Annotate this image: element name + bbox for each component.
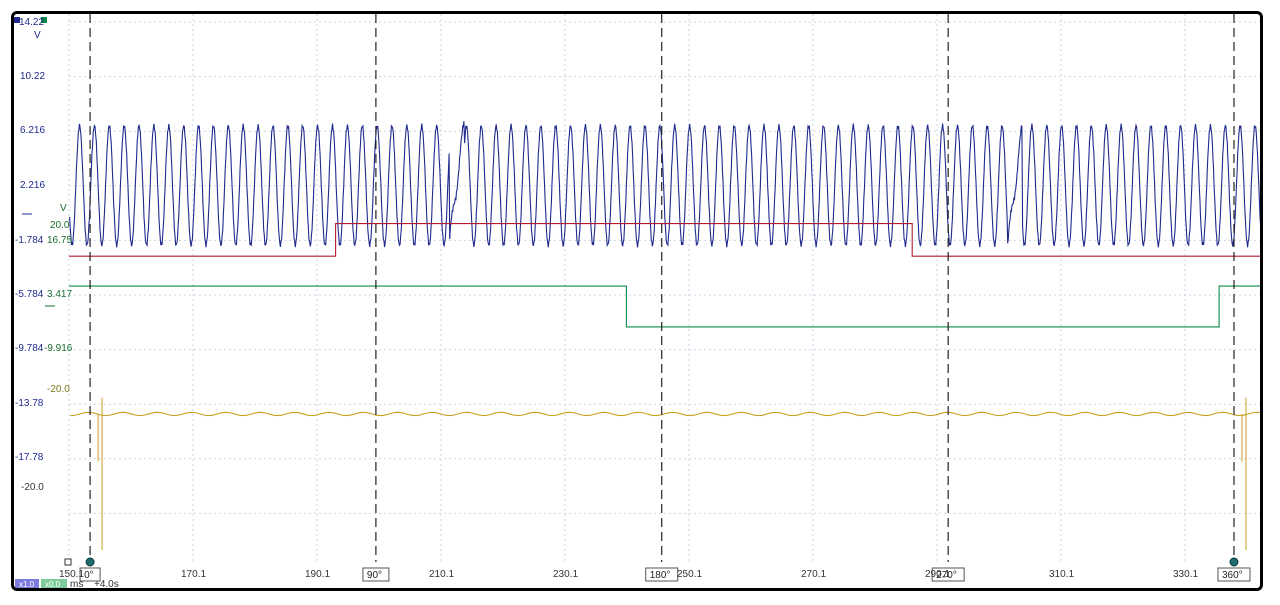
cursor-handle[interactable] (1229, 557, 1239, 567)
scale-a-tick: -13.78 (15, 398, 44, 409)
cursor-label: 270° (936, 570, 957, 581)
time-axis-start-marker[interactable] (64, 558, 72, 566)
scale-c-tick: -20.0 (21, 482, 44, 493)
scale-a-tick: -9.784 (15, 343, 44, 354)
plot-traces (69, 121, 1260, 550)
scale-b-tick: 20.0 (50, 220, 70, 231)
scale-a-tick: -1.784 (15, 235, 44, 246)
cursor-label: 180° (650, 570, 671, 581)
time-axis-tick: 170.1 (181, 569, 206, 580)
time-axis-tick: 310.1 (1049, 569, 1074, 580)
time-axis-tick: 290.1 (925, 569, 950, 580)
cursor-label-box[interactable] (645, 567, 679, 582)
cursor-label-box[interactable] (1217, 567, 1251, 582)
zoom-x-label: x1.0 (19, 580, 35, 588)
time-axis-tick: 190.1 (305, 569, 330, 580)
time-axis-start: 150.1 (59, 569, 84, 580)
cursor-handle[interactable] (85, 557, 95, 567)
time-axis-tick: 210.1 (429, 569, 454, 580)
scale-a-marker[interactable] (14, 17, 20, 23)
scale-b-tick: 3.417 (47, 289, 72, 300)
oscilloscope-frame: 0° 90° 180° 270° 360° 14.22 V 10.22 6.216 2.… (11, 11, 1263, 591)
time-axis-tick: 270.1 (801, 569, 826, 580)
scale-a-tick: 6.216 (20, 125, 45, 136)
scale-a-tick: -5.784 (15, 289, 44, 300)
trace-channel-a (69, 121, 1260, 248)
time-unit: ms (70, 579, 83, 588)
scale-a-tick: -17.78 (15, 452, 44, 463)
scale-c: -20.0 -20.0 (21, 384, 70, 493)
trace-channel-c (69, 285, 1260, 328)
scale-c-tick: -20.0 (47, 384, 70, 395)
cursor-label: 0° (84, 570, 94, 581)
cursor-label-box[interactable] (79, 567, 101, 582)
scale-b-marker[interactable] (41, 17, 47, 23)
footer-bar: x1.0 x0.0 ms +4.0s (15, 579, 119, 588)
scale-b-unit: V (60, 203, 67, 214)
scale-a-unit: V (34, 30, 41, 41)
cursor-label: 360° (1222, 570, 1243, 581)
time-axis-tick: 250.1 (677, 569, 702, 580)
trace-channel-d (70, 411, 1260, 417)
cursor-label-box[interactable] (931, 567, 965, 582)
oscilloscope-plot[interactable]: 0° 90° 180° 270° 360° 14.22 V 10.22 6.216 2.… (14, 14, 1260, 588)
time-axis-tick: 330.1 (1173, 569, 1198, 580)
scale-b-tick: 16.75 (47, 235, 72, 246)
cursor-label-box[interactable] (362, 567, 390, 582)
time-offset: +4.0s (94, 579, 119, 588)
zoom-x-badge[interactable] (15, 579, 39, 588)
scale-a-tick: 14.22 (19, 17, 44, 28)
zoom-y-badge[interactable] (41, 579, 67, 588)
trace-channel-b (69, 223, 1260, 257)
scale-b: V 20.0 16.75 3.417 -9.916 (44, 203, 73, 354)
scale-b-tick: -9.916 (44, 343, 73, 354)
scale-a: 14.22 V 10.22 6.216 2.216 -1.784 -5.784 … (14, 17, 47, 463)
trace-d-spike (1241, 397, 1247, 550)
scale-a-tick: 2.216 (20, 180, 45, 191)
scale-a-tick: 10.22 (20, 71, 45, 82)
plot-grid (68, 14, 1260, 562)
time-axis-tick: 230.1 (553, 569, 578, 580)
time-axis: 150.1 170.1 190.1 210.1 230.1 250.1 270.1 290.… (59, 558, 1198, 580)
phase-cursors[interactable]: 0° 90° 180° 270° 360° (79, 14, 1251, 582)
zoom-y-label: x0.0 (45, 580, 61, 588)
trace-d-spike (97, 397, 103, 550)
cursor-label: 90° (367, 570, 382, 581)
